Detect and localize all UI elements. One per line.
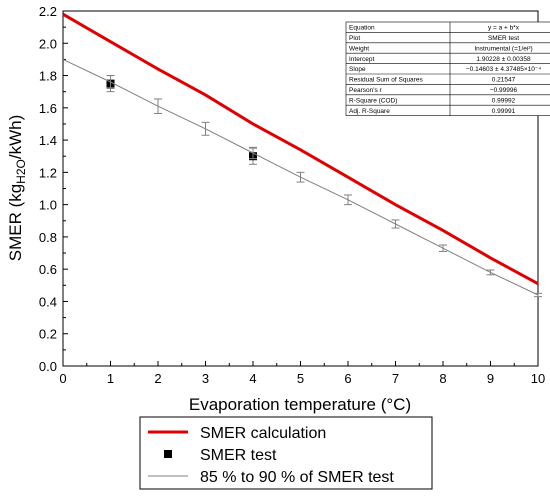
y-tick-label: 1.2	[39, 165, 57, 180]
fit-table-border	[345, 21, 550, 116]
y-tick-label: 2.2	[39, 4, 57, 19]
fit-result-table: Equation y = a + b*x Plot SMER test Weight In…	[345, 21, 550, 116]
legend-label-smer-calculation: SMER calculation	[200, 425, 326, 442]
fit-table-value: 0.99991	[492, 108, 516, 115]
fit-table-value: −0.14603 ± 4.37485×10⁻⁴	[466, 66, 541, 73]
y-tick-label: 1.8	[39, 69, 57, 84]
y-tick-label: 1.0	[39, 198, 57, 213]
x-tick-label: 4	[249, 371, 256, 386]
fit-table-label: Intercept	[349, 56, 374, 63]
fit-table-label: Slope	[349, 66, 366, 73]
x-tick-label: 7	[392, 371, 399, 386]
x-tick-label: 3	[202, 371, 209, 386]
fit-table-label: Residual Sum of Squares	[349, 77, 423, 84]
fit-table-value: 1.90228 ± 0.00358	[476, 56, 531, 63]
y-axis-title-unit: /kWh)	[6, 115, 25, 159]
x-tick-label: 1	[107, 371, 114, 386]
y-axis-title-main: SMER (kg	[6, 184, 25, 261]
y-tick-label: 0.2	[39, 327, 57, 342]
legend-label-smer-test: SMER test	[200, 447, 277, 464]
y-tick-label: 1.4	[39, 133, 57, 148]
fit-table-label: Adj. R-Square	[349, 108, 390, 115]
y-axis: 0.0 0.2 0.4 0.6 0.8 1.0 1.2 1.4 1.6 1.8 2.0 2.2	[39, 4, 68, 374]
y-tick-label: 0.4	[39, 294, 57, 309]
x-axis-title: Evaporation temperature (°C)	[189, 395, 411, 414]
fit-table-value: SMER test	[488, 35, 519, 42]
fit-table-value: 0.99992	[492, 97, 516, 104]
x-tick-label: 2	[154, 371, 161, 386]
y-axis-title-subscript: H2O	[14, 159, 28, 184]
fit-table-value: Instrumental (=1/ei²)	[474, 45, 532, 52]
y-axis-title: SMER (kgH2O/kWh)	[6, 115, 28, 262]
x-tick-label: 9	[487, 371, 494, 386]
fit-table-label: R-Square (COD)	[349, 97, 397, 104]
x-tick-label: 0	[59, 371, 66, 386]
y-tick-label: 0.6	[39, 262, 57, 277]
fit-table-label: Equation	[349, 25, 375, 32]
fit-table-label: Pearson's r	[349, 87, 383, 94]
y-tick-label: 1.6	[39, 101, 57, 116]
x-tick-label: 10	[531, 371, 545, 386]
y-tick-label: 0.8	[39, 230, 57, 245]
series-layer	[62, 12, 542, 298]
fit-table-value: 0.21547	[492, 77, 516, 84]
x-axis: 0 1 2 3 4 5 6 7 8 9 10	[59, 361, 545, 386]
y-tick-label: 2.0	[39, 36, 57, 51]
y-tick-label: 0.0	[39, 359, 57, 374]
legend-label-85-90-percent: 85 % to 90 % of SMER test	[200, 469, 394, 486]
x-tick-label: 6	[344, 371, 351, 386]
x-tick-label: 8	[439, 371, 446, 386]
legend-swatch-smer-test	[164, 450, 172, 458]
fit-table-value: y = a + b*x	[488, 25, 520, 32]
fit-table-value: −0.99996	[490, 87, 518, 94]
fit-table-label: Plot	[349, 35, 360, 42]
series-line-0	[62, 12, 539, 286]
x-tick-label: 5	[297, 371, 304, 386]
fit-table-label: Weight	[349, 45, 369, 52]
legend-box	[139, 416, 433, 490]
